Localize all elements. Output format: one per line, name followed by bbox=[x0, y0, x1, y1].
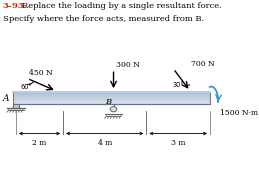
Text: 3 m: 3 m bbox=[171, 139, 185, 147]
Text: 30°: 30° bbox=[172, 82, 184, 88]
Text: 700 N: 700 N bbox=[191, 60, 215, 68]
Bar bbox=[13, 102, 210, 103]
Text: 450 N: 450 N bbox=[29, 69, 53, 77]
Bar bbox=[13, 95, 210, 96]
Text: 300 N: 300 N bbox=[116, 61, 140, 69]
Text: 3–93.: 3–93. bbox=[3, 2, 27, 10]
Text: Specify where the force acts, measured from B.: Specify where the force acts, measured f… bbox=[3, 15, 204, 23]
Text: A: A bbox=[3, 94, 9, 103]
Bar bbox=[13, 97, 210, 98]
Bar bbox=[13, 104, 19, 108]
Circle shape bbox=[110, 107, 117, 112]
Bar bbox=[13, 96, 210, 97]
Bar bbox=[13, 103, 210, 104]
Text: 60°: 60° bbox=[20, 84, 32, 90]
Text: 1500 N·m: 1500 N·m bbox=[220, 109, 258, 117]
Bar bbox=[13, 101, 210, 102]
Text: 4 m: 4 m bbox=[98, 139, 112, 147]
Bar bbox=[13, 92, 210, 104]
Bar bbox=[13, 92, 210, 93]
Bar bbox=[13, 94, 210, 95]
Text: Replace the loading by a single resultant force.: Replace the loading by a single resultan… bbox=[21, 2, 221, 10]
Bar bbox=[13, 93, 210, 94]
Text: B: B bbox=[105, 98, 111, 106]
Bar bbox=[13, 100, 210, 101]
Text: 2 m: 2 m bbox=[32, 139, 47, 147]
Bar bbox=[13, 99, 210, 100]
Bar bbox=[13, 98, 210, 99]
